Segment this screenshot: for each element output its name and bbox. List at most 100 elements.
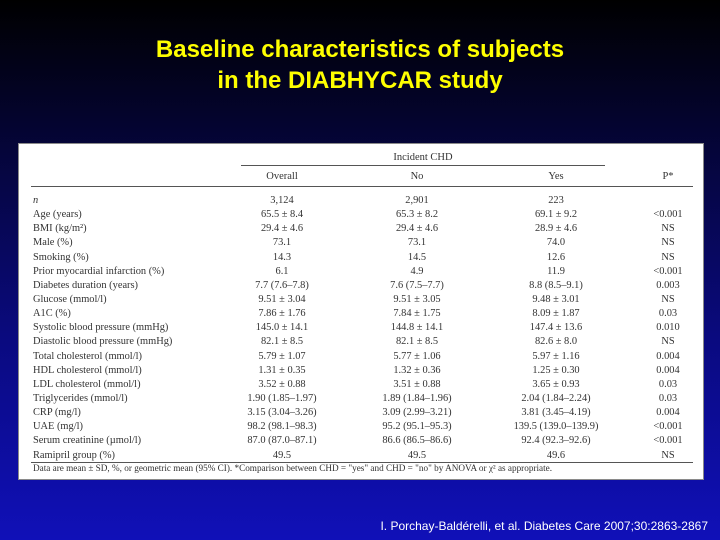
table-row: Age (years) 65.5 ± 8.4 65.3 ± 8.2 69.1 ± 9.… [19, 208, 705, 222]
cell-yes: 9.48 ± 3.01 [532, 293, 580, 305]
cell-overall: 49.5 [272, 449, 292, 461]
cell-yes: 69.1 ± 9.2 [534, 209, 578, 221]
cell-yes: 8.8 (8.5–9.1) [529, 279, 583, 291]
cell-overall: 5.79 ± 1.07 [258, 350, 306, 362]
cell-p-value: <0.001 [653, 435, 683, 447]
row-label: Ramipril group (%) [33, 449, 115, 461]
cell-overall: 3.15 (3.04–3.26) [247, 407, 317, 419]
table-body: n 3,124 2,901 223 Age (years) 65.5 ± 8.4 65.3 … [19, 194, 705, 463]
cell-overall: 98.2 (98.1–98.3) [247, 421, 317, 433]
cell-no: 73.1 [407, 237, 427, 249]
cell-overall: 6.1 [275, 265, 289, 277]
cell-yes: 49.6 [546, 449, 566, 461]
table-row: CRP (mg/l) 3.15 (3.04–3.26) 3.09 (2.99–3.2… [19, 406, 705, 420]
cell-yes: 28.9 ± 4.6 [534, 223, 578, 235]
cell-overall: 1.31 ± 0.35 [258, 364, 306, 376]
cell-p-value: <0.001 [653, 421, 683, 433]
cell-p-value: 0.03 [658, 378, 678, 390]
row-label: Serum creatinine (µmol/l) [33, 435, 142, 447]
header-rule [31, 186, 693, 187]
cell-overall: 73.1 [272, 237, 292, 249]
table-row: Triglycerides (mmol/l) 1.90 (1.85–1.97) 1.… [19, 392, 705, 406]
cell-yes: 12.6 [546, 251, 566, 263]
cell-yes: 82.6 ± 8.0 [534, 336, 578, 348]
table-row: Smoking (%) 14.3 14.5 12.6 NS [19, 251, 705, 265]
table-row: Glucose (mmol/l) 9.51 ± 3.04 9.51 ± 3.05 9.… [19, 293, 705, 307]
cell-yes: 1.25 ± 0.30 [532, 364, 580, 376]
cell-overall: 65.5 ± 8.4 [260, 209, 304, 221]
cell-no: 9.51 ± 3.05 [393, 293, 441, 305]
cell-yes: 139.5 (139.0–139.9) [513, 421, 599, 433]
cell-no: 29.4 ± 4.6 [395, 223, 439, 235]
column-header-overall: Overall [266, 171, 298, 182]
cell-p-value: 0.003 [656, 279, 680, 291]
table-footnote: Data are mean ± SD, %, or geometric mean… [33, 463, 553, 473]
table-row: Diabetes duration (years) 7.7 (7.6–7.8) 7.… [19, 279, 705, 293]
cell-no: 7.6 (7.5–7.7) [390, 279, 444, 291]
cell-p-value: <0.001 [653, 265, 683, 277]
row-label: Male (%) [33, 237, 73, 249]
row-label: A1C (%) [33, 308, 71, 320]
row-label: Triglycerides (mmol/l) [33, 392, 128, 404]
citation: I. Porchay-Baldérelli, et al. Diabetes C… [380, 519, 708, 533]
cell-yes: 2.04 (1.84–2.24) [521, 392, 591, 404]
slide-title-line-2: in the DIABHYCAR study [217, 67, 503, 94]
table-row: Prior myocardial infarction (%) 6.1 4.9 11.… [19, 265, 705, 279]
cell-p-value: <0.001 [653, 209, 683, 221]
cell-no: 2,901 [405, 195, 429, 206]
table-row: HDL cholesterol (mmol/l) 1.31 ± 0.35 1.32 … [19, 364, 705, 378]
cell-overall: 3,124 [270, 195, 294, 206]
row-label: CRP (mg/l) [33, 407, 81, 419]
cell-no: 7.84 ± 1.75 [393, 308, 441, 320]
cell-overall: 9.51 ± 3.04 [258, 293, 306, 305]
cell-no: 1.32 ± 0.36 [393, 364, 441, 376]
cell-yes: 147.4 ± 13.6 [529, 322, 583, 334]
row-label: BMI (kg/m²) [33, 223, 87, 235]
cell-p-value: 0.010 [656, 322, 680, 334]
cell-no: 86.6 (86.5–86.6) [382, 435, 452, 447]
cell-overall: 7.7 (7.6–7.8) [255, 279, 309, 291]
table-row: UAE (mg/l) 98.2 (98.1–98.3) 95.2 (95.1–95.… [19, 420, 705, 434]
cell-no: 82.1 ± 8.5 [395, 336, 439, 348]
cell-p-value: NS [661, 223, 675, 235]
row-label: UAE (mg/l) [33, 421, 83, 433]
cell-p-value: NS [661, 293, 675, 305]
column-header-no: No [410, 171, 424, 182]
row-label: n [33, 195, 39, 206]
cell-p-value: 0.004 [656, 350, 680, 362]
table-row: Ramipril group (%) 49.5 49.5 49.6 NS [19, 449, 705, 463]
table-row: Male (%) 73.1 73.1 74.0 NS [19, 236, 705, 250]
cell-no: 144.8 ± 14.1 [390, 322, 444, 334]
cell-no: 3.51 ± 0.88 [393, 378, 441, 390]
row-label: Systolic blood pressure (mmHg) [33, 322, 169, 334]
cell-yes: 92.4 (92.3–92.6) [521, 435, 591, 447]
row-label: Age (years) [33, 209, 82, 221]
cell-no: 5.77 ± 1.06 [393, 350, 441, 362]
cell-no: 14.5 [407, 251, 427, 263]
cell-p-value: NS [661, 251, 675, 263]
row-label: Diastolic blood pressure (mmHg) [33, 336, 173, 348]
column-header-p: P* [662, 171, 674, 182]
cell-no: 4.9 [410, 265, 424, 277]
cell-no: 95.2 (95.1–95.3) [382, 421, 452, 433]
table-row: Systolic blood pressure (mmHg) 145.0 ± 14… [19, 321, 705, 335]
table-row: LDL cholesterol (mmol/l) 3.52 ± 0.88 3.51 … [19, 378, 705, 392]
cell-overall: 3.52 ± 0.88 [258, 378, 306, 390]
cell-no: 49.5 [407, 449, 427, 461]
cell-overall: 14.3 [272, 251, 292, 263]
table-row: Total cholesterol (mmol/l) 5.79 ± 1.07 5.7… [19, 350, 705, 364]
cell-overall: 29.4 ± 4.6 [260, 223, 304, 235]
row-label: Smoking (%) [33, 251, 89, 263]
cell-p-value: 0.03 [658, 392, 678, 404]
cell-overall: 145.0 ± 14.1 [255, 322, 309, 334]
cell-no: 65.3 ± 8.2 [395, 209, 439, 221]
cell-yes: 3.65 ± 0.93 [532, 378, 580, 390]
row-label: Diabetes duration (years) [33, 279, 139, 291]
cell-overall: 82.1 ± 8.5 [260, 336, 304, 348]
table-row: Diastolic blood pressure (mmHg) 82.1 ± 8.… [19, 335, 705, 349]
cell-p-value: NS [661, 237, 675, 249]
cell-p-value: NS [661, 449, 675, 461]
row-label: HDL cholesterol (mmol/l) [33, 364, 142, 376]
cell-yes: 5.97 ± 1.16 [532, 350, 580, 362]
cell-p-value: 0.03 [658, 308, 678, 320]
